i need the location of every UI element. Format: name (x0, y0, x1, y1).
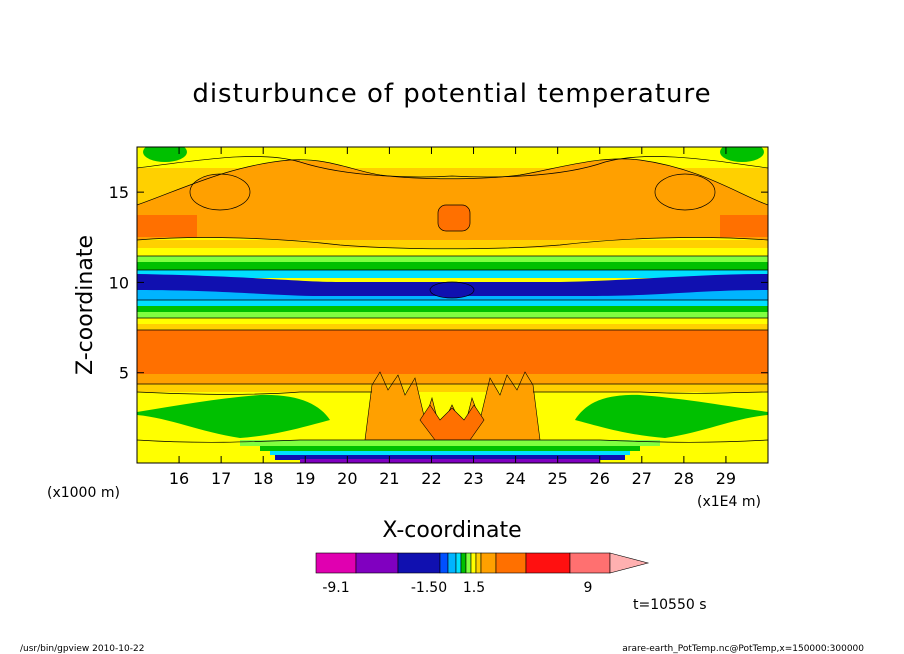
colorbar-tick-label: -9.1 (322, 580, 349, 596)
x-tick-label: 17 (211, 469, 231, 488)
y-axis-label: Z-coordinate (73, 235, 98, 375)
plot-frame (136, 146, 769, 464)
colorbar-swatch (447, 552, 457, 574)
band-main-orange (137, 330, 768, 374)
x-tick-label: 26 (590, 469, 610, 488)
colorbar-end-arrow (609, 552, 650, 574)
band-bottom-blue (275, 455, 625, 460)
colorbar-swatch (397, 552, 441, 574)
footer-right: arare-earth_PotTemp.nc@PotTemp,x=150000:… (622, 644, 864, 654)
colorbar-swatch (439, 552, 449, 574)
x-tick-label: 22 (421, 469, 441, 488)
colorbar-swatch (475, 552, 482, 574)
x-axis-ticks: 16 17 18 19 20 21 22 23 24 25 26 27 28 29 (169, 147, 736, 488)
band-cyan-lower (137, 300, 768, 306)
colorbar-swatch (569, 552, 611, 574)
band-dark-orange-left (137, 215, 197, 237)
colorbar: -9.1 -1.50 1.5 9 (315, 552, 650, 596)
x-unit-label: (x1E4 m) (697, 494, 761, 510)
top-green-right (720, 147, 764, 162)
colorbar-tick-label: 1.5 (463, 580, 485, 596)
band-dark-orange-right (720, 215, 768, 237)
colorbar-swatch (460, 552, 467, 574)
colorbar-swatch (355, 552, 399, 574)
x-tick-label: 24 (505, 469, 525, 488)
band-yellow-2 (137, 248, 768, 256)
top-yellow-center (300, 147, 600, 161)
x-tick-label: 28 (674, 469, 694, 488)
band-bottom-cyan (270, 451, 630, 455)
blue-core (429, 281, 475, 299)
upper-center-blob (437, 204, 471, 232)
band-bottom-lightgreen (240, 440, 660, 446)
contour-lines (137, 156, 768, 443)
band-green (137, 262, 768, 270)
x-tick-label: 16 (169, 469, 189, 488)
footer-left: /usr/bin/gpview 2010-10-22 (20, 644, 144, 654)
band-lightgreen (137, 256, 768, 262)
band-bottom-purple (300, 459, 600, 463)
x-tick-label: 18 (253, 469, 273, 488)
lower-green-right (575, 394, 768, 438)
colorbar-swatch (455, 552, 462, 574)
y-axis-ticks: 5 10 15 (109, 183, 768, 383)
time-label: t=10550 s (633, 597, 707, 613)
colorbar-swatch (525, 552, 571, 574)
x-tick-label: 29 (716, 469, 736, 488)
band-cyan-upper (137, 270, 768, 278)
band-bottom-green (260, 446, 640, 451)
band-main-orange-edge (137, 374, 768, 384)
band-orange-lower (137, 324, 768, 332)
colorbar-tick-label: 9 (584, 580, 593, 596)
x-tick-label: 20 (337, 469, 357, 488)
band-main-yellow-edge (137, 384, 768, 392)
x-tick-label: 27 (632, 469, 652, 488)
colorbar-swatch (315, 552, 357, 574)
x-tick-label: 21 (379, 469, 399, 488)
y-tick-label: 10 (109, 273, 129, 292)
contour-field (137, 147, 768, 463)
band-lightgreen-lower (137, 312, 768, 318)
lower-green-left (137, 394, 330, 438)
colorbar-tick-label: -1.50 (411, 580, 447, 596)
chart-title: disturbunce of potential temperature (192, 79, 711, 109)
top-green-left (143, 147, 187, 162)
x-tick-label: 19 (295, 469, 315, 488)
y-tick-label: 5 (119, 364, 129, 383)
band-green-lower (137, 306, 768, 312)
upper-right-blob (654, 173, 716, 211)
band-upper-dark-orange (137, 158, 768, 249)
x-tick-label: 25 (547, 469, 567, 488)
y-tick-label: 15 (109, 183, 129, 202)
colorbar-swatch (465, 552, 472, 574)
upper-left-blob (189, 173, 251, 211)
colorbar-swatch (470, 552, 477, 574)
y-unit-label: (x1000 m) (47, 485, 120, 501)
colorbar-swatch (480, 552, 497, 574)
band-cyan-blue (137, 290, 768, 300)
x-tick-label: 23 (463, 469, 483, 488)
band-yellow-1 (137, 240, 768, 248)
x-axis-label: X-coordinate (382, 518, 521, 543)
band-yellow-lower (137, 318, 768, 324)
colorbar-swatch (495, 552, 527, 574)
